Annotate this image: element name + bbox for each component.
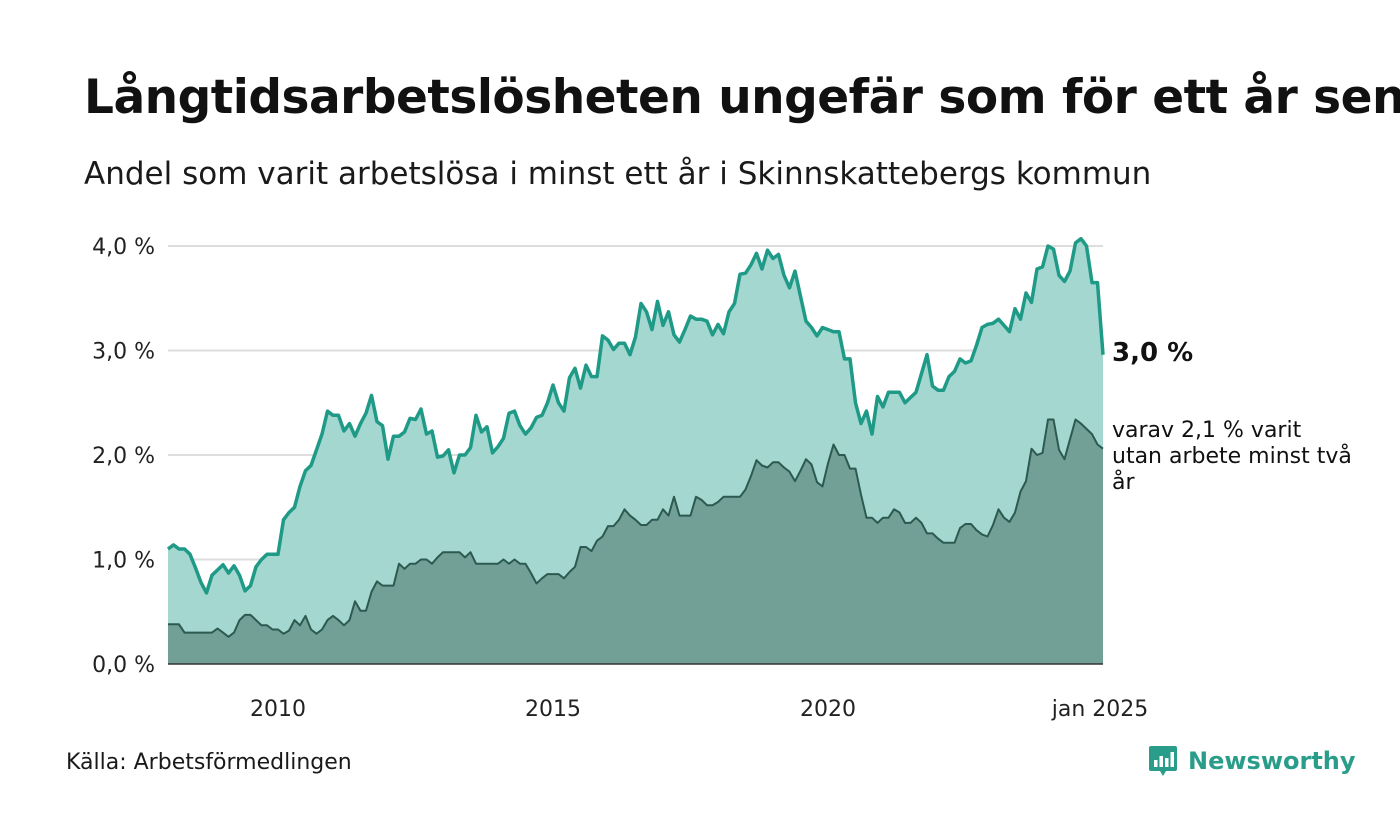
x-tick-label: 2015 bbox=[525, 697, 581, 722]
y-tick-label: 1,0 % bbox=[92, 549, 155, 574]
chart-subtitle: Andel som varit arbetslösa i minst ett å… bbox=[84, 156, 1152, 192]
x-tick-label: 2010 bbox=[250, 697, 306, 722]
source-note: Källa: Arbetsförmedlingen bbox=[66, 750, 352, 775]
chart-areas bbox=[168, 238, 1103, 664]
long-term-line bbox=[168, 418, 1104, 638]
y-tick-label: 2,0 % bbox=[92, 444, 155, 469]
long-term-value-label: varav 2,1 % varit utan arbete minst två … bbox=[1112, 418, 1352, 495]
brand-name: Newsworthy bbox=[1188, 747, 1356, 775]
x-axis-ticks: 2010 2015 2020 jan 2025 bbox=[250, 697, 1148, 722]
y-tick-label: 4,0 % bbox=[92, 235, 155, 260]
y-axis-ticks: 0,0 % 1,0 % 2,0 % 3,0 % 4,0 % bbox=[92, 235, 155, 678]
x-tick-label: jan 2025 bbox=[1051, 697, 1149, 722]
y-tick-label: 3,0 % bbox=[92, 340, 155, 365]
total-value-label: 3,0 % bbox=[1112, 338, 1194, 368]
chart-title: Långtidsarbetslösheten ungefär som för e… bbox=[84, 70, 1400, 125]
x-tick-label: 2020 bbox=[800, 697, 856, 722]
total-line bbox=[166, 236, 1105, 595]
brand-logo: Newsworthy bbox=[1148, 744, 1356, 778]
y-tick-label: 0,0 % bbox=[92, 653, 155, 678]
chart-lines bbox=[166, 236, 1105, 638]
long-term-area bbox=[168, 419, 1103, 664]
bar-chart-icon bbox=[1149, 746, 1177, 776]
